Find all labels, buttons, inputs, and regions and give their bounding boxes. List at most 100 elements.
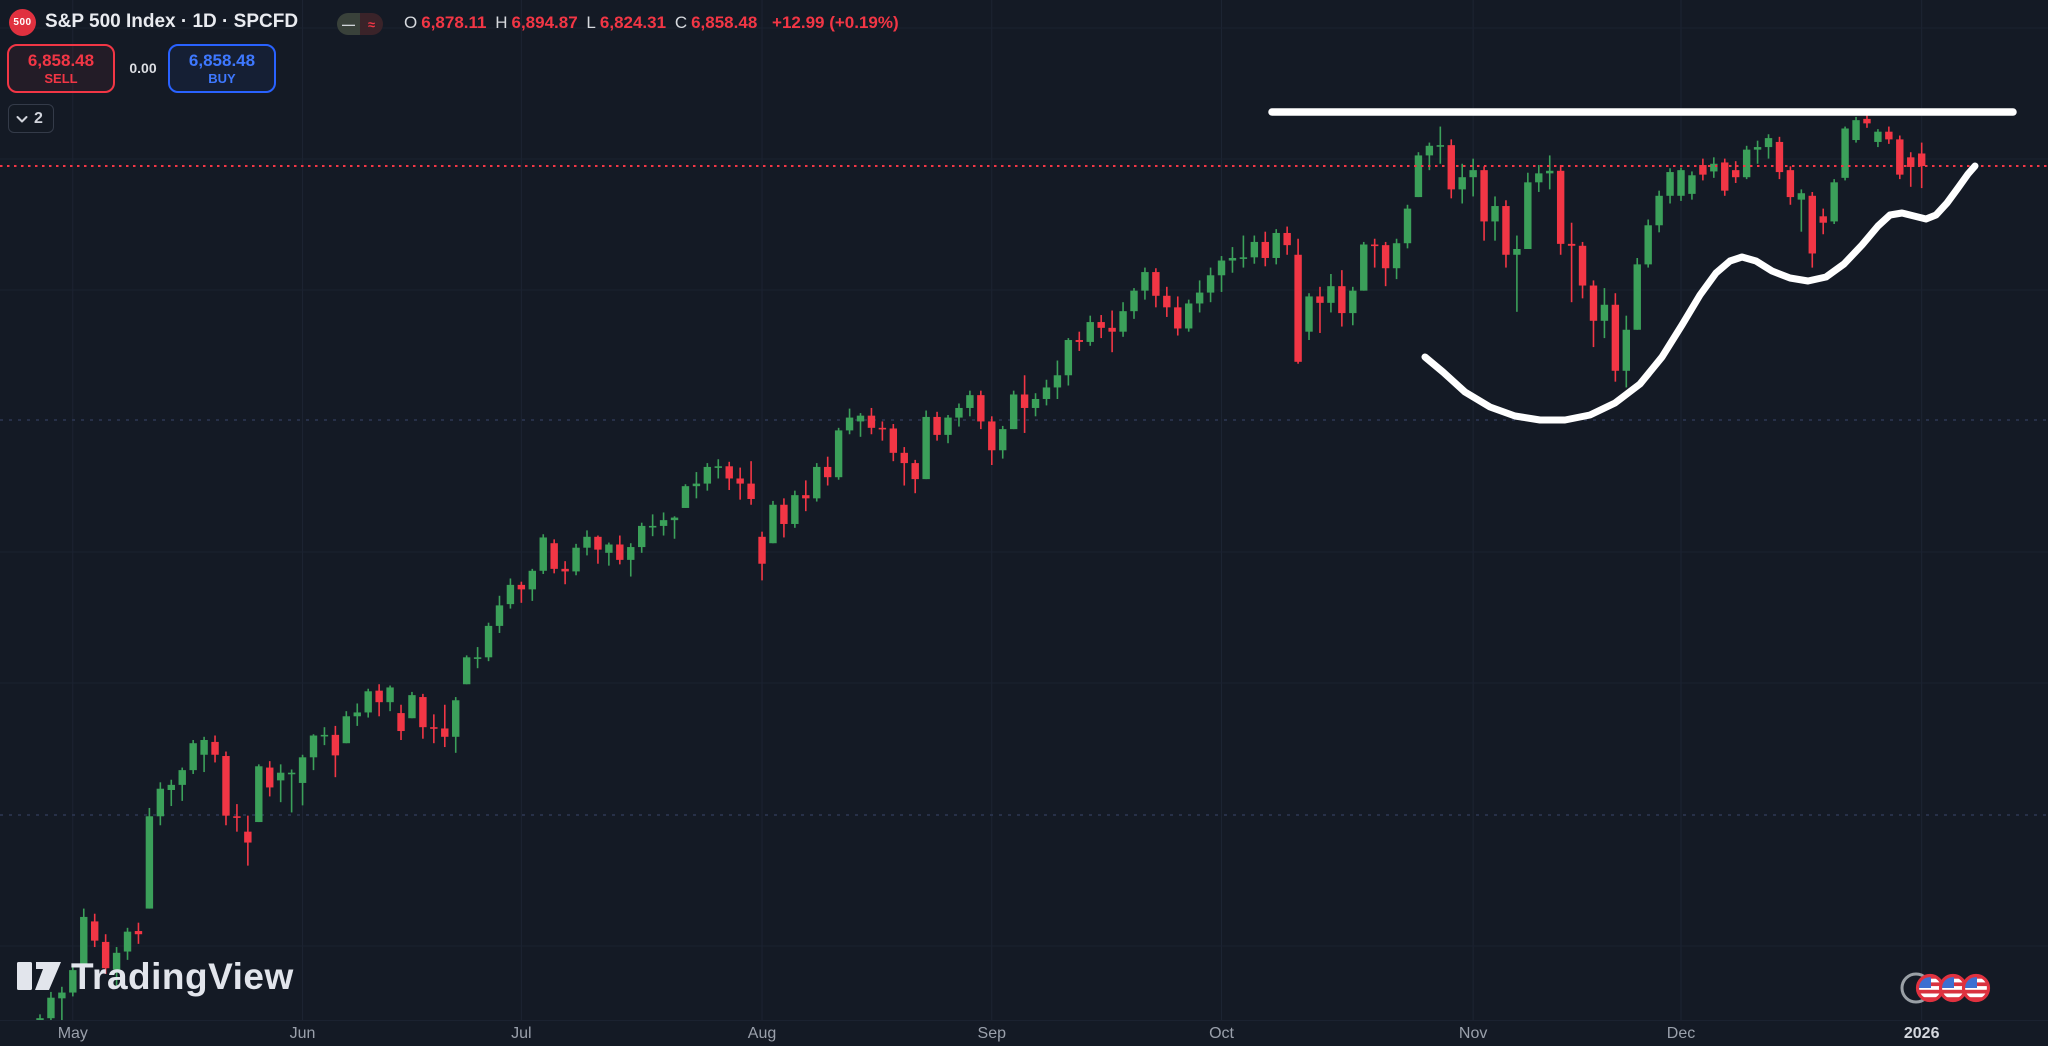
cup-handle-drawing[interactable]	[1421, 162, 1979, 424]
candle	[1491, 196, 1499, 241]
candle	[1896, 135, 1904, 180]
candlestick-chart[interactable]	[0, 0, 2048, 1020]
candle	[900, 447, 908, 486]
candle	[572, 543, 580, 576]
candle	[747, 461, 755, 505]
candle	[276, 764, 285, 803]
candle	[1053, 360, 1062, 399]
candle	[1819, 208, 1827, 235]
candle	[561, 561, 569, 585]
candle	[1917, 142, 1926, 189]
candle	[944, 415, 952, 444]
candle	[91, 913, 99, 948]
candle	[1699, 158, 1707, 181]
sell-label: SELL	[44, 70, 78, 86]
candle	[1742, 145, 1751, 180]
candle	[1633, 257, 1641, 330]
candle	[1228, 247, 1237, 273]
candle	[517, 581, 526, 603]
minus-icon[interactable]: —	[337, 13, 360, 35]
candle	[1458, 163, 1466, 204]
candle	[1710, 157, 1718, 178]
candle	[1217, 256, 1226, 292]
candle	[1064, 338, 1073, 386]
candle	[342, 711, 351, 744]
candle	[1688, 171, 1696, 200]
candle	[1119, 302, 1127, 337]
candle	[834, 427, 843, 480]
candle	[550, 539, 558, 574]
candle	[725, 461, 733, 491]
collapsed-indicators-button[interactable]: 2	[8, 104, 54, 133]
candle	[386, 685, 394, 712]
candle	[1600, 288, 1609, 339]
candle	[156, 782, 165, 826]
symbol-title[interactable]: S&P 500 Index · 1D · SPCFD	[45, 11, 299, 32]
candle	[1578, 241, 1587, 299]
candle	[506, 578, 515, 609]
candle	[999, 425, 1007, 459]
spread-value: 0.00	[129, 60, 157, 76]
candle	[309, 734, 318, 771]
candle	[1775, 136, 1784, 180]
candle	[473, 647, 482, 669]
candle	[1283, 226, 1291, 255]
candle	[966, 390, 974, 417]
sell-price: 6,858.48	[27, 50, 95, 70]
candle	[1152, 268, 1160, 308]
approx-icon[interactable]: ≈	[360, 13, 383, 35]
ohlc-readout: O 6,878.11 H 6,894.87 L 6,824.31 C 6,858.48 …	[404, 13, 903, 33]
candle	[1907, 152, 1915, 187]
candle	[1863, 113, 1871, 128]
candle	[1174, 296, 1182, 336]
candle	[605, 542, 613, 566]
us-flag-icon	[1963, 975, 1989, 1001]
candle	[1732, 161, 1740, 183]
candle	[452, 697, 460, 753]
candle	[1677, 167, 1685, 201]
candle	[1020, 375, 1029, 433]
candle	[441, 704, 449, 748]
candle	[1480, 166, 1488, 241]
candle	[1535, 165, 1543, 192]
candle	[364, 688, 372, 718]
candle	[539, 534, 547, 574]
candle	[1294, 238, 1302, 364]
sell-button[interactable]: 6,858.48 SELL	[7, 44, 115, 93]
candle	[692, 472, 701, 499]
candle	[1086, 315, 1094, 346]
candle	[462, 655, 471, 685]
candle	[1830, 179, 1838, 224]
candle	[867, 407, 876, 435]
candle	[1261, 231, 1269, 267]
candle	[178, 767, 186, 801]
candle	[211, 735, 219, 763]
candle	[1447, 139, 1455, 199]
candle	[1841, 126, 1849, 181]
candle	[47, 991, 55, 1020]
candle	[331, 725, 340, 778]
market-status-toggle[interactable]: — ≈	[337, 13, 383, 35]
candle	[1097, 315, 1105, 339]
candle	[670, 516, 679, 539]
candle	[659, 512, 668, 536]
candle	[1338, 270, 1346, 327]
tradingview-logo-icon	[17, 962, 61, 990]
candle	[1141, 267, 1149, 300]
time-axis-label: Aug	[747, 1025, 777, 1042]
candle	[397, 704, 405, 741]
candle	[1721, 158, 1729, 196]
buy-button[interactable]: 6,858.48 BUY	[168, 44, 276, 93]
buy-price: 6,858.48	[188, 50, 256, 70]
chevron-down-icon	[16, 115, 28, 122]
time-axis[interactable]: May Jun Jul Aug Sep Oct Nov Dec 2026	[0, 1020, 2048, 1046]
candle	[627, 543, 635, 577]
high-label: H	[495, 13, 508, 32]
candle	[69, 966, 77, 997]
candle	[58, 986, 66, 1020]
time-axis-label: Sep	[977, 1025, 1006, 1042]
change-value: +12.99 (+0.19%)	[772, 13, 899, 32]
candle	[758, 531, 766, 581]
candle	[856, 413, 865, 437]
